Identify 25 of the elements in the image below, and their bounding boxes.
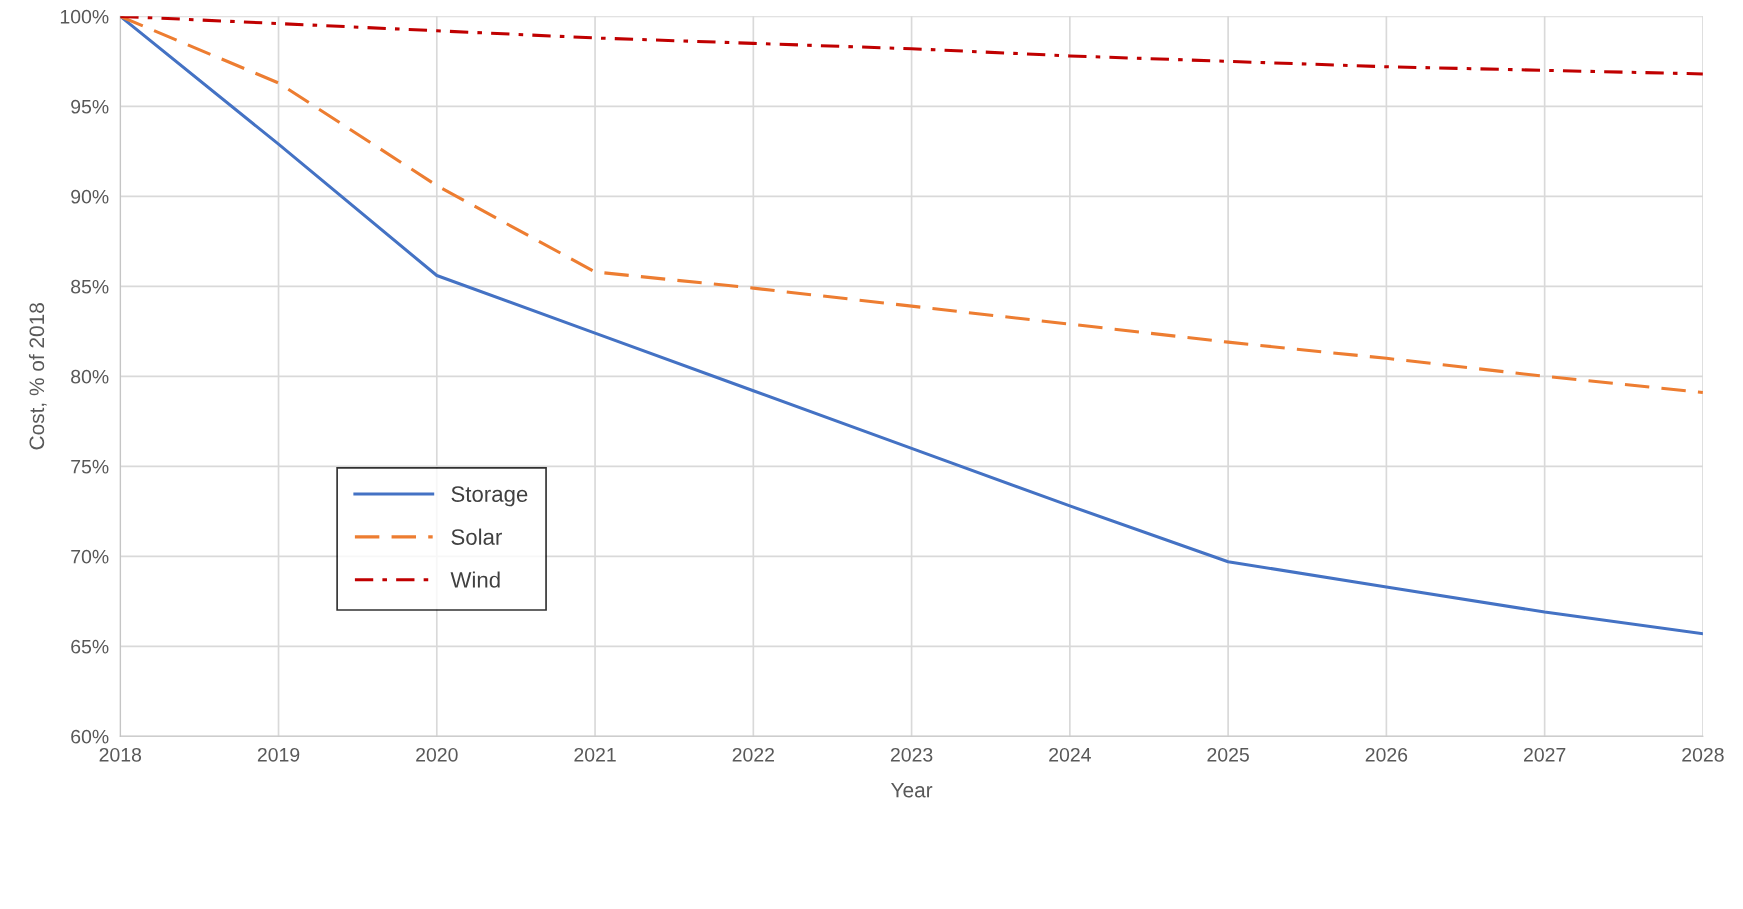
legend-label: Solar [451,528,502,545]
y-tick-label: 75% [71,459,109,474]
legend-label: Storage [451,486,528,507]
y-tick-label: 80% [71,369,109,384]
x-tick-label: 2022 [732,747,774,762]
y-tick-label: 70% [71,549,109,564]
x-tick-label: 2019 [257,747,300,762]
x-tick-label: 2020 [416,747,458,762]
x-tick-label: 2026 [1365,747,1408,762]
legend-label: Wind [450,571,500,588]
x-tick-label: 2024 [1049,747,1091,762]
y-tick-label: 65% [71,639,109,654]
y-tick-label: 85% [71,279,109,294]
x-tick-label: 2023 [890,747,933,762]
x-tick-label: 2018 [99,747,142,762]
x-tick-label: 2027 [1524,747,1566,762]
y-axis-title: Cost, % of 2018 [28,303,47,450]
x-tick-label: 2028 [1682,747,1724,762]
x-axis-title: Year [891,782,933,798]
y-tick-label: 90% [71,189,109,204]
x-tick-label: 2021 [574,747,616,762]
y-tick-label: 100% [60,9,109,24]
y-tick-label: 95% [71,99,109,114]
x-tick-label: 2025 [1207,747,1249,762]
y-tick-label: 60% [71,729,109,744]
